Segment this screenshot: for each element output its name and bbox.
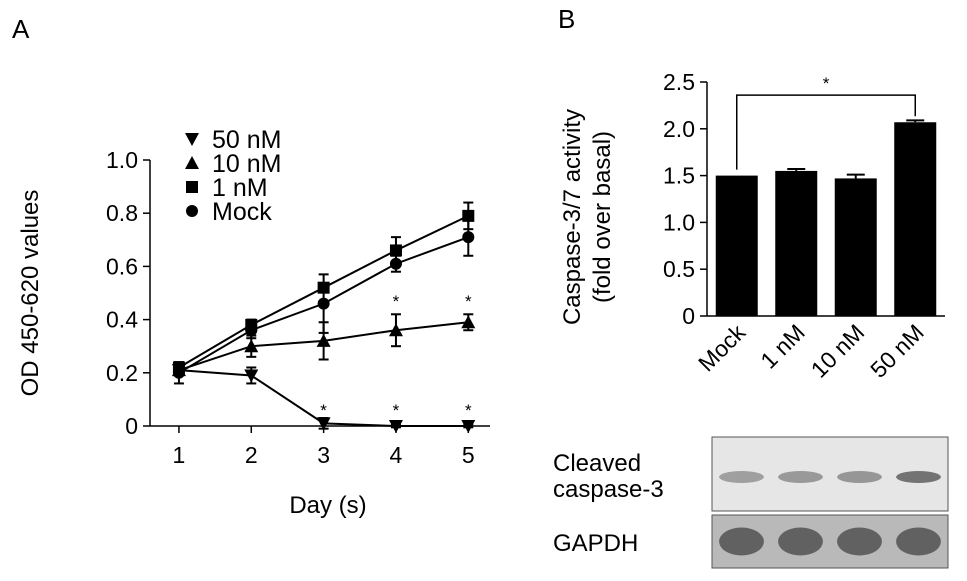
chart-a-x-axis-title: Day (s) — [289, 492, 366, 519]
blot-row-gapdh: GAPDH — [553, 514, 949, 569]
chart-a-x-tick-label: 4 — [390, 442, 403, 468]
chart-a-data-point — [317, 297, 330, 310]
chart-a-data-point — [316, 417, 331, 431]
chart-a-data-point — [462, 231, 475, 244]
chart-b-y-tick-label: 1.5 — [663, 163, 695, 189]
chart-a-x-tick-label: 5 — [462, 442, 475, 468]
chart-b-y-tick-label: 1.0 — [663, 209, 695, 235]
blot-band — [719, 527, 764, 556]
chart-a-legend-label: 50 nM — [212, 126, 281, 154]
chart-b-ticks: 0 0.5 1.0 1.5 2.0 2.5 — [663, 69, 707, 329]
chart-a-x-tick-label: 2 — [245, 442, 258, 468]
blot-band — [896, 471, 941, 483]
chart-a-annotations: * * * * * — [320, 292, 472, 420]
chart-b-significance-star: * — [823, 74, 830, 93]
chart-b-category-label: 50 nM — [865, 319, 929, 383]
chart-a-legend-marker — [186, 181, 198, 193]
blot-band — [778, 527, 823, 556]
chart-a-y-tick-label: 0.4 — [106, 307, 138, 333]
chart-b-bar — [834, 178, 877, 316]
chart-b-bars — [715, 119, 937, 316]
chart-a-data-point — [316, 333, 331, 347]
chart-a-data-point — [461, 315, 476, 329]
blot-label: GAPDH — [553, 530, 638, 557]
chart-a-ticks: 0 0.2 0.4 0.6 0.8 1.0 1 2 3 4 5 — [106, 147, 475, 468]
blot-band — [837, 471, 882, 483]
chart-b-y-tick-label: 0 — [682, 303, 695, 329]
blot-label-line1: Cleaved — [553, 450, 641, 477]
chart-b-category-label: 1 nM — [755, 319, 810, 374]
chart-a-significance-star: * — [465, 292, 472, 311]
chart-b-y-axis-title-line2: (fold over basal) — [589, 131, 616, 303]
chart-a-x-tick-label: 3 — [317, 442, 330, 468]
chart-b-significance-bracket — [736, 94, 916, 170]
chart-a-data-point — [388, 323, 403, 337]
chart-b-category-label: 10 nM — [806, 319, 870, 383]
chart-a-significance-star: * — [465, 401, 472, 420]
chart-a-significance-star: * — [320, 401, 327, 420]
blot-band — [896, 527, 941, 556]
chart-a-data-point — [461, 420, 476, 433]
chart-a-y-tick-label: 0.2 — [106, 360, 138, 386]
chart-a-significance-star: * — [393, 292, 400, 311]
chart-b-y-tick-label: 0.5 — [663, 256, 695, 282]
chart-a-data-point — [244, 369, 259, 383]
chart-a-legend-marker — [185, 133, 199, 146]
chart-a-series — [171, 201, 476, 433]
chart-a-legend-label: 1 nM — [212, 174, 268, 202]
chart-a-series-3 — [172, 217, 475, 385]
chart-a-y-tick-label: 0 — [125, 413, 138, 439]
chart-b-bar — [715, 175, 758, 316]
chart-a-legend-marker — [185, 156, 199, 169]
chart-b-y-tick-label: 2.0 — [663, 116, 695, 142]
chart-a-x-tick-label: 1 — [173, 442, 186, 468]
chart-b-category-label: Mock — [693, 319, 751, 377]
chart-b-bar — [775, 170, 818, 316]
chart-a-data-point — [244, 339, 259, 353]
panel-a-letter: A — [12, 14, 30, 44]
chart-a-series-0 — [171, 363, 476, 433]
blot-band — [778, 471, 823, 483]
chart-a-legend-marker — [186, 205, 198, 217]
chart-a-legend-label: 10 nM — [212, 150, 281, 178]
panel-b-letter: B — [558, 4, 575, 34]
chart-a-y-axis-title: OD 450-620 values — [17, 190, 44, 397]
chart-b-significance: * — [736, 74, 916, 170]
chart-a-data-point — [388, 420, 403, 433]
chart-a-y-tick-label: 0.6 — [106, 253, 138, 279]
chart-a-data-point — [245, 324, 258, 337]
chart-a-y-tick-label: 1.0 — [106, 147, 138, 173]
chart-a-data-point — [172, 366, 185, 379]
chart-b-bar — [894, 122, 937, 316]
chart-b-y-axis-title-line1: Caspase-3/7 activity — [559, 109, 586, 325]
chart-a-significance-star: * — [393, 401, 400, 420]
chart-a-data-point — [389, 257, 402, 270]
blot-band — [719, 471, 764, 483]
blot-band — [837, 527, 882, 556]
blot-label-line2: caspase-3 — [553, 476, 664, 503]
chart-a-legend-label: Mock — [212, 198, 272, 226]
chart-b-y-tick-label: 2.5 — [663, 69, 695, 95]
chart-a-y-tick-label: 0.8 — [106, 200, 138, 226]
chart-a-data-point — [389, 244, 402, 257]
